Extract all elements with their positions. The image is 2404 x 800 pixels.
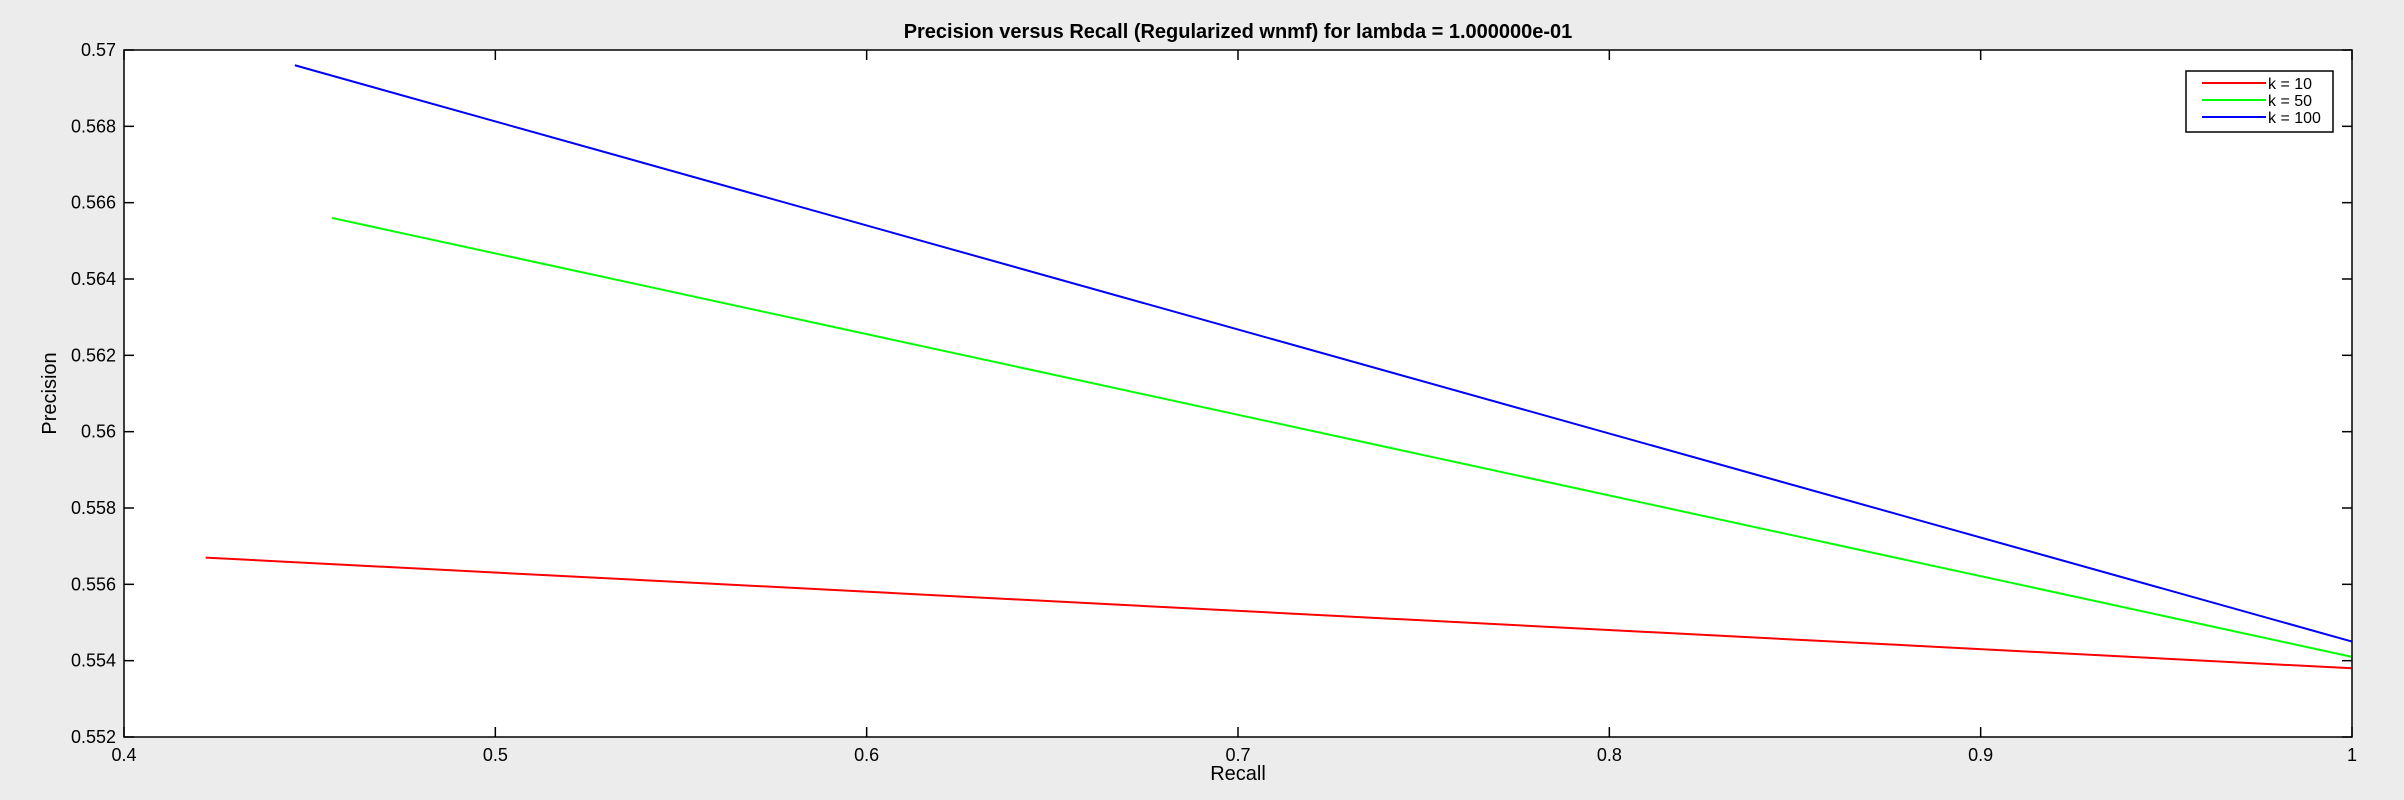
legend-box	[2185, 70, 2334, 133]
y-axis-label: Precision	[39, 352, 61, 434]
plot-area	[124, 50, 2352, 737]
legend: k = 10k = 50k = 100	[2185, 70, 2334, 133]
x-tick-label: 0.8	[1597, 745, 1622, 765]
x-axis-label: Recall	[1210, 763, 1266, 785]
y-tick-label: 0.562	[71, 345, 116, 365]
legend-label: k = 100	[2268, 110, 2321, 127]
x-tick-label: 1	[2347, 745, 2357, 765]
series-line	[294, 64, 2353, 643]
legend-label: k = 50	[2268, 93, 2312, 110]
plot-frame	[123, 49, 2353, 738]
y-tick-label: 0.568	[71, 116, 116, 136]
x-tick-label: 0.7	[1225, 745, 1250, 765]
y-tick-label: 0.554	[71, 651, 116, 671]
y-tick-label: 0.564	[71, 269, 116, 289]
y-tick-label: 0.566	[71, 193, 116, 213]
x-axis-ticks: 0.4 0.5 0.6 0.7 0.8 0.9 1	[111, 50, 2357, 765]
y-tick-label: 0.57	[81, 40, 116, 60]
x-tick-label: 0.4	[111, 745, 136, 765]
series-line	[331, 216, 2353, 658]
series-line	[205, 556, 2353, 670]
y-tick-label: 0.558	[71, 498, 116, 518]
y-tick-label: 0.556	[71, 574, 116, 594]
x-tick-label: 0.5	[483, 745, 508, 765]
y-axis-ticks: 0.552 0.554 0.556 0.558 0.56 0.562 0.564 0.566 0…	[71, 40, 2352, 747]
y-tick-label: 0.56	[81, 422, 116, 442]
x-tick-label: 0.9	[1968, 745, 1993, 765]
chart-title: Precision versus Recall (Regularized wnm…	[904, 21, 1573, 43]
x-tick-label: 0.6	[854, 745, 879, 765]
y-tick-label: 0.552	[71, 727, 116, 747]
series-lines	[205, 64, 2353, 670]
legend-label: k = 10	[2268, 76, 2312, 93]
